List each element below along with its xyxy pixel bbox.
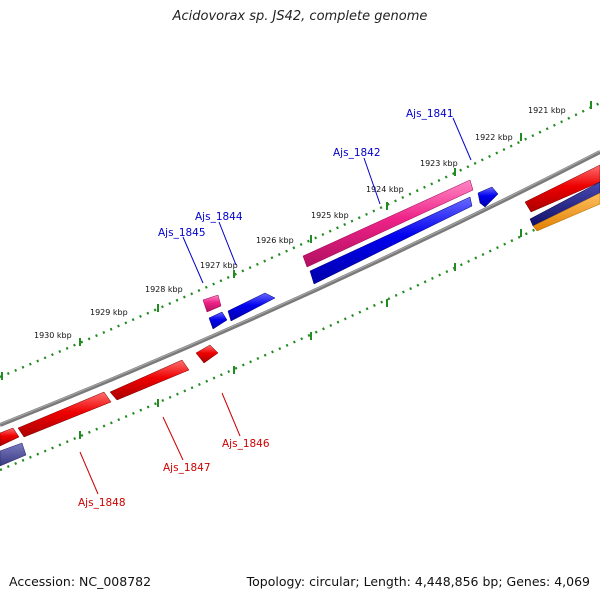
kbp-label-1924: 1924 kbp xyxy=(366,185,404,194)
kbp-label-1928: 1928 kbp xyxy=(145,285,183,294)
gene-label-ajs1841: Ajs_1841 xyxy=(406,108,454,120)
accession-text: Accession: NC_008782 xyxy=(9,574,152,589)
kbp-label-1922: 1922 kbp xyxy=(475,133,513,142)
gene-feature-ajs1844[interactable] xyxy=(227,292,276,322)
gene-label-ajs1848: Ajs_1848 xyxy=(78,497,126,509)
gene-feature-ajs1848[interactable] xyxy=(17,391,112,438)
gene-feature-right-orange[interactable] xyxy=(532,192,600,232)
gene-feature-ajs1846[interactable] xyxy=(195,344,219,364)
kbp-label-1925: 1925 kbp xyxy=(311,211,349,220)
label-leader-lines xyxy=(79,117,472,495)
gene-feature-ajs1841[interactable] xyxy=(309,196,473,285)
kbp-label-1929: 1929 kbp xyxy=(90,308,128,317)
kbp-label-1921: 1921 kbp xyxy=(528,106,566,115)
gene-feature-right-red[interactable] xyxy=(524,164,600,213)
gene-feature-ajs1840[interactable] xyxy=(477,186,499,208)
outer-ruler-line xyxy=(0,101,600,379)
gene-feature-left-red[interactable] xyxy=(0,427,20,447)
gene-feature-ajs1847[interactable] xyxy=(109,359,190,401)
gene-label-ajs1842: Ajs_1842 xyxy=(333,147,381,159)
kbp-label-1923: 1923 kbp xyxy=(420,159,458,168)
gene-feature-ajs1841-pink[interactable] xyxy=(302,179,474,268)
gene-label-ajs1847: Ajs_1847 xyxy=(163,462,211,474)
genome-summary-text: Topology: circular; Length: 4,448,856 bp… xyxy=(246,574,590,589)
gene-feature-ajs1845[interactable] xyxy=(208,311,228,330)
gene-feature-left-slate[interactable] xyxy=(0,442,27,467)
kbp-label-1926: 1926 kbp xyxy=(256,236,294,245)
gene-label-ajs1845: Ajs_1845 xyxy=(158,227,206,239)
inner-major-ticks xyxy=(79,196,592,439)
map-title: Acidovorax sp. JS42, complete genome xyxy=(172,9,428,24)
gene-feature-right-navy[interactable] xyxy=(529,181,600,227)
gene-feature-ajs1845-pink[interactable] xyxy=(202,294,222,313)
inner-ruler-line xyxy=(0,196,600,472)
kbp-label-1930: 1930 kbp xyxy=(34,331,72,340)
outer-major-ticks xyxy=(1,101,592,380)
gene-label-ajs1846: Ajs_1846 xyxy=(222,438,270,450)
genome-backbone xyxy=(0,150,600,427)
gene-label-ajs1844: Ajs_1844 xyxy=(195,211,243,223)
kbp-label-1927: 1927 kbp xyxy=(200,261,238,270)
